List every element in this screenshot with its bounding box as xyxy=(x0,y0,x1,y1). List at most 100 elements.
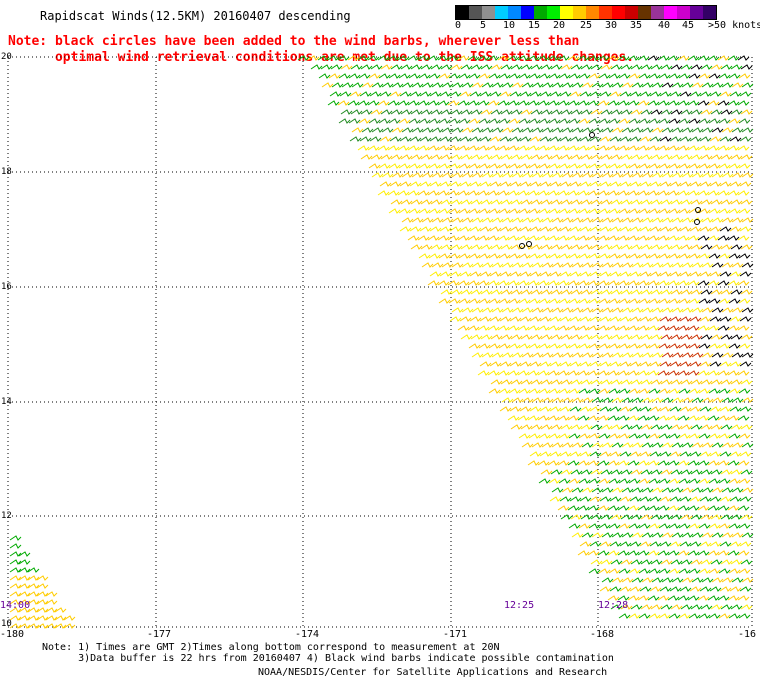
wind-barb xyxy=(569,496,582,502)
wind-barb xyxy=(507,370,520,376)
wind-barb xyxy=(640,199,653,205)
wind-barb xyxy=(541,172,554,178)
wind-barb xyxy=(629,406,642,412)
wind-barb xyxy=(589,451,602,457)
wind-barb xyxy=(718,208,731,214)
wind-barb xyxy=(620,559,633,565)
wind-barb xyxy=(500,64,513,70)
longitude-label: -16 xyxy=(738,629,757,640)
wind-barb xyxy=(701,442,714,448)
wind-barb xyxy=(680,559,693,565)
wind-barb xyxy=(488,118,501,124)
wind-barb xyxy=(677,190,690,196)
wind-barb xyxy=(598,523,611,529)
wind-barb xyxy=(719,406,732,412)
wind-barb xyxy=(710,244,723,250)
wind-barb xyxy=(487,235,500,241)
wind-barb xyxy=(540,424,553,430)
wind-barb xyxy=(471,352,484,358)
wind-barb xyxy=(601,532,614,538)
wind-barb xyxy=(479,226,492,232)
wind-barb xyxy=(579,451,592,457)
quality-flag-circle xyxy=(589,132,595,138)
legend-swatch xyxy=(469,6,482,19)
wind-barb xyxy=(640,154,653,160)
wind-barb xyxy=(597,370,610,376)
wind-barb xyxy=(561,172,574,178)
wind-barb xyxy=(9,591,22,597)
wind-barb xyxy=(608,253,621,259)
wind-barb xyxy=(710,289,723,295)
wind-barb xyxy=(501,352,514,358)
wind-barb xyxy=(638,568,651,574)
wind-barb xyxy=(380,109,393,115)
wind-barb xyxy=(657,415,670,421)
wind-barb xyxy=(608,73,621,79)
wind-barb xyxy=(461,307,474,313)
wind-barb xyxy=(541,82,554,88)
wind-barb xyxy=(708,523,721,529)
wind-barb xyxy=(609,361,622,367)
wind-barb xyxy=(600,514,613,520)
wind-barb xyxy=(609,91,622,97)
wind-barb xyxy=(741,262,754,268)
wind-barb xyxy=(729,406,742,412)
wind-barb xyxy=(500,244,513,250)
wind-barb xyxy=(501,397,514,403)
wind-barb xyxy=(738,163,751,169)
wind-barb xyxy=(579,181,592,187)
wind-barb xyxy=(559,316,572,322)
wind-barb xyxy=(609,271,622,277)
wind-barb xyxy=(687,460,700,466)
wind-barb xyxy=(660,154,673,160)
wind-barb xyxy=(63,623,76,629)
wind-barb xyxy=(518,388,531,394)
wind-barb xyxy=(638,388,651,394)
wind-barb xyxy=(611,127,624,133)
wind-barb xyxy=(739,136,752,142)
wind-barb xyxy=(620,154,633,160)
wind-barb xyxy=(541,397,554,403)
wind-barb xyxy=(621,172,634,178)
wind-barb xyxy=(740,154,753,160)
wind-barb xyxy=(318,73,331,79)
longitude-label: -168 xyxy=(590,629,615,640)
wind-barb xyxy=(727,190,740,196)
wind-barb xyxy=(709,361,722,367)
wind-barb xyxy=(669,496,682,502)
wind-barb xyxy=(629,226,642,232)
wind-barb xyxy=(518,118,531,124)
wind-barb xyxy=(710,379,723,385)
wind-barb xyxy=(479,316,492,322)
wind-barb xyxy=(731,352,744,358)
wind-barb xyxy=(509,181,522,187)
wind-barb xyxy=(660,199,673,205)
wind-barb xyxy=(529,271,542,277)
wind-barb xyxy=(497,190,510,196)
wind-barb xyxy=(707,415,720,421)
credit-line: NOAA/NESDIS/Center for Satellite Applica… xyxy=(258,667,608,678)
wind-barb xyxy=(591,172,604,178)
wind-barb xyxy=(507,100,520,106)
wind-barb xyxy=(561,442,574,448)
wind-barb xyxy=(570,199,583,205)
wind-barb xyxy=(678,343,691,349)
wind-barb xyxy=(510,64,523,70)
wind-barb xyxy=(560,379,573,385)
wind-barb xyxy=(477,100,490,106)
wind-barb xyxy=(36,575,49,581)
wind-barb xyxy=(499,361,512,367)
wind-barb xyxy=(700,289,713,295)
wind-barb xyxy=(599,136,612,142)
wind-barb xyxy=(520,154,533,160)
wind-barb xyxy=(719,451,732,457)
wind-barb xyxy=(421,82,434,88)
wind-barb xyxy=(540,334,553,340)
wind-barb xyxy=(507,235,520,241)
wind-barb xyxy=(571,262,584,268)
wind-barb xyxy=(391,172,404,178)
wind-barb xyxy=(569,316,582,322)
color-scale-legend xyxy=(455,5,717,20)
wind-barb xyxy=(687,325,700,331)
wind-barb xyxy=(571,442,584,448)
